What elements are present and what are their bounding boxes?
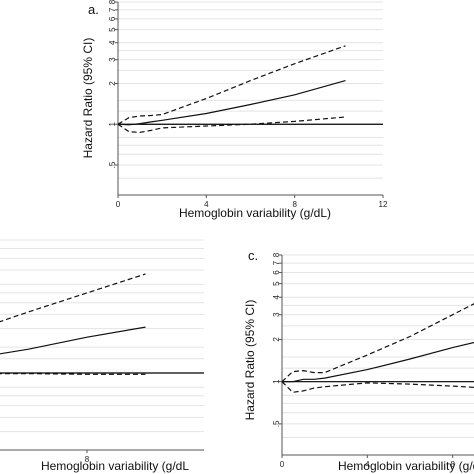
panel-label: a. bbox=[88, 2, 99, 17]
y-tick-label: 8 bbox=[108, 0, 117, 4]
upper-ci-line bbox=[0, 273, 146, 323]
y-tick-label: 2 bbox=[108, 81, 117, 86]
hazard-ratio-line bbox=[0, 326, 146, 355]
x-axis-label: Hemoglobin variability (g/dL bbox=[338, 459, 474, 473]
y-tick-label: 1 bbox=[108, 121, 117, 126]
panel-label: c. bbox=[248, 248, 258, 263]
x-tick-label: 8 bbox=[450, 460, 455, 469]
y-tick-label: 2 bbox=[272, 337, 281, 342]
y-tick-label: 7 bbox=[272, 260, 281, 265]
y-tick-label: 1 bbox=[272, 379, 281, 384]
y-axis-label: Hazard Ratio (95% CI) bbox=[243, 300, 257, 421]
upper-ci-line bbox=[117, 45, 346, 125]
y-tick-label: 6 bbox=[272, 270, 281, 275]
hazard-ratio-line bbox=[282, 341, 474, 383]
x-axis-label: Hemoglobin variability (g/dL bbox=[41, 459, 189, 473]
y-axis-label: Hazard Ratio (95% CI) bbox=[81, 38, 95, 159]
x-tick-label: 8 bbox=[85, 455, 90, 464]
x-tick-label: 8 bbox=[292, 200, 297, 209]
y-tick-label: 5 bbox=[108, 27, 117, 32]
x-tick-label: 12 bbox=[379, 200, 388, 209]
y-tick-label: 7 bbox=[108, 7, 117, 12]
y-tick-label: 4 bbox=[108, 40, 117, 45]
lower-ci-line bbox=[0, 373, 146, 375]
x-tick-label: 0 bbox=[280, 460, 285, 469]
lower-ci-line bbox=[281, 381, 474, 393]
x-tick-label: 0 bbox=[116, 200, 121, 209]
y-tick-label: 6 bbox=[108, 16, 117, 21]
y-tick-label: .5 bbox=[272, 420, 281, 427]
upper-ci-line bbox=[281, 303, 474, 383]
x-tick-label: 4 bbox=[204, 200, 209, 209]
y-tick-label: 3 bbox=[108, 57, 117, 62]
y-tick-label: 3 bbox=[272, 312, 281, 317]
y-tick-label: 8 bbox=[272, 252, 281, 257]
hazard-ratio-line bbox=[117, 80, 346, 126]
y-tick-label: .5 bbox=[108, 161, 117, 168]
x-tick-label: 4 bbox=[365, 460, 370, 469]
y-tick-label: 5 bbox=[272, 281, 281, 286]
lower-ci-line bbox=[117, 116, 346, 134]
x-axis-label: Hemoglobin variability (g/dL) bbox=[179, 206, 331, 220]
y-tick-label: 4 bbox=[272, 294, 281, 299]
